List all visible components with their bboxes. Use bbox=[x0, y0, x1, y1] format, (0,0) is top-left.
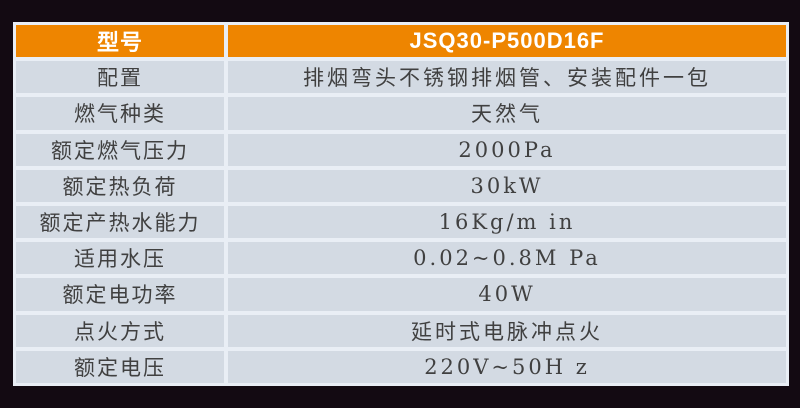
row-water-pressure-label: 适用水压 bbox=[16, 242, 224, 275]
row-heat-load-label: 额定热负荷 bbox=[16, 169, 224, 202]
row-gas-pressure-label: 额定燃气压力 bbox=[16, 133, 224, 166]
row-water-pressure-value: 0.02~0.8M Pa bbox=[228, 242, 786, 275]
row-gas-pressure-value: 2000Pa bbox=[228, 133, 786, 166]
header-model-label: 型号 bbox=[16, 25, 224, 58]
header-model-value: JSQ30-P500D16F bbox=[228, 25, 786, 58]
row-config-value: 排烟弯头不锈钢排烟管、安装配件一包 bbox=[228, 61, 786, 94]
row-ignition-mode-value: 延时式电脉冲点火 bbox=[228, 314, 786, 347]
row-config-label: 配置 bbox=[16, 61, 224, 94]
row-gas-type-label: 燃气种类 bbox=[16, 97, 224, 130]
row-gas-type-value: 天然气 bbox=[228, 97, 786, 130]
row-hot-water-capacity-label: 额定产热水能力 bbox=[16, 206, 224, 239]
spec-table: 型号 JSQ30-P500D16F 配置 排烟弯头不锈钢排烟管、安装配件一包 燃… bbox=[13, 22, 789, 386]
row-ignition-mode-label: 点火方式 bbox=[16, 314, 224, 347]
row-hot-water-capacity-value: 16Kg/m in bbox=[228, 206, 786, 239]
row-heat-load-value: 30kW bbox=[228, 169, 786, 202]
row-rated-voltage-value: 220V~50H z bbox=[228, 350, 786, 383]
row-electric-power-value: 40W bbox=[228, 278, 786, 311]
row-electric-power-label: 额定电功率 bbox=[16, 278, 224, 311]
row-rated-voltage-label: 额定电压 bbox=[16, 350, 224, 383]
